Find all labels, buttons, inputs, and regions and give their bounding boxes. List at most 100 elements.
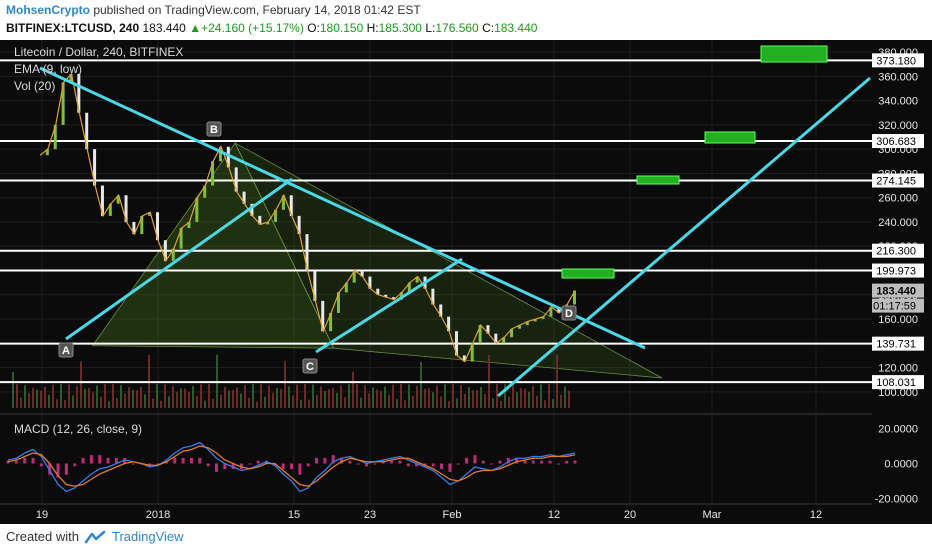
volume-bar xyxy=(340,385,342,408)
volume-bar xyxy=(532,386,534,408)
macd-histogram-bar xyxy=(189,457,193,464)
price-axis[interactable]: 380.000360.000340.000320.000300.000280.0… xyxy=(872,40,932,506)
volume-bar xyxy=(208,384,210,408)
target-box xyxy=(760,45,828,63)
price-candle xyxy=(250,203,254,216)
volume-bar xyxy=(476,390,478,408)
volume-bar xyxy=(324,391,326,408)
volume-bar xyxy=(392,384,394,408)
macd-histogram-bar xyxy=(440,463,444,470)
time-tick-label: Mar xyxy=(703,509,722,521)
signal-line xyxy=(7,445,576,487)
volume-bar xyxy=(220,394,222,408)
ohlc-line: BITFINEX:LTCUSD, 240 183.440 ▲+24.160 (+… xyxy=(6,21,537,35)
macd-histogram-bar xyxy=(498,460,502,464)
price-candle xyxy=(116,195,120,204)
volume-bar xyxy=(168,396,170,408)
volume-bar xyxy=(520,388,522,408)
volume-bar xyxy=(308,399,310,408)
price-candle xyxy=(533,319,537,322)
macd-histogram-bar xyxy=(515,457,519,464)
macd-histogram-bar xyxy=(398,460,402,464)
level-price-tag xyxy=(872,243,924,258)
publish-info: published on TradingView.com, February 1… xyxy=(90,3,421,17)
volume-bar xyxy=(108,401,110,408)
author-link[interactable]: MohsenCrypto xyxy=(6,3,90,17)
volume-bar xyxy=(92,392,94,408)
macd-histogram-bar xyxy=(39,463,43,467)
macd-histogram-bar xyxy=(214,463,218,472)
price-tick-label: 120.000 xyxy=(878,363,918,375)
volume-bar xyxy=(76,386,78,408)
trend-line xyxy=(65,177,293,341)
trend-line xyxy=(39,66,646,350)
macd-histogram-bar xyxy=(306,463,310,467)
price-candle xyxy=(447,316,451,332)
volume-bar xyxy=(320,386,322,408)
price-candle xyxy=(211,161,215,186)
price-candle xyxy=(470,343,474,362)
volume-bar xyxy=(316,395,318,408)
price-candle xyxy=(462,355,466,362)
chart-header: MohsenCrypto published on TradingView.co… xyxy=(0,0,932,40)
volume-bar xyxy=(512,385,514,408)
macd-histogram-bar xyxy=(523,460,527,464)
volume-bar xyxy=(384,386,386,408)
volume-bar xyxy=(184,388,186,408)
volume-bar xyxy=(280,389,282,408)
volume-bar xyxy=(20,397,22,408)
macd-pane xyxy=(6,441,577,493)
macd-histogram-bar xyxy=(206,463,210,467)
volume-bar xyxy=(436,385,438,408)
price-candle xyxy=(573,290,576,305)
footer: Created with TradingView xyxy=(0,524,932,550)
volume-bar xyxy=(428,388,430,408)
tradingview-logo-icon xyxy=(84,530,106,544)
point-marker xyxy=(206,121,222,137)
volume-bar xyxy=(60,384,62,408)
price-candle xyxy=(179,228,183,249)
macd-histogram-bar xyxy=(548,460,552,464)
time-axis[interactable]: 19 2018 15 23 Feb 12 20 Mar 12 xyxy=(0,503,932,524)
price-candle xyxy=(61,82,65,125)
volume-bar xyxy=(160,400,162,408)
point-label: B xyxy=(210,124,218,136)
close-value: 183.440 xyxy=(494,21,538,35)
time-tick-label: 15 xyxy=(288,509,300,521)
time-tick-label: 19 xyxy=(36,509,48,521)
volume-bar xyxy=(152,398,154,408)
vol-legend: Vol (20) xyxy=(14,79,55,93)
price-candle xyxy=(549,306,553,317)
volume-bar xyxy=(336,392,338,408)
level-price-label: 199.973 xyxy=(876,266,916,278)
macd-histogram-bar xyxy=(256,460,260,464)
volume-bar xyxy=(456,398,458,408)
macd-histogram-bar xyxy=(223,463,227,470)
macd-histogram-bar xyxy=(340,457,344,464)
level-price-label: 108.031 xyxy=(876,377,916,389)
macd-histogram-bar xyxy=(348,460,352,464)
macd-histogram-bar xyxy=(131,463,135,465)
tradingview-link[interactable]: TradingView xyxy=(112,529,184,544)
macd-histogram-bar xyxy=(298,463,302,475)
level-price-label: 306.683 xyxy=(876,136,916,148)
volume-bar xyxy=(312,384,314,408)
volume-bar xyxy=(192,385,194,408)
price-candle xyxy=(321,300,325,332)
price-candle xyxy=(541,316,545,320)
volume-bar xyxy=(452,384,454,408)
volume-bar xyxy=(204,400,206,408)
volume-bar xyxy=(480,387,482,408)
created-with-label: Created with xyxy=(6,529,79,544)
price-candle xyxy=(384,294,388,298)
time-tick-label: 23 xyxy=(364,509,376,521)
price-candle xyxy=(148,212,152,216)
volume-bar xyxy=(172,385,174,408)
last-price: 183.440 xyxy=(142,21,186,35)
macd-histogram-bar xyxy=(473,455,477,464)
volume-bar xyxy=(348,384,350,408)
price-candle xyxy=(557,306,561,313)
macd-histogram-bar xyxy=(48,463,52,475)
